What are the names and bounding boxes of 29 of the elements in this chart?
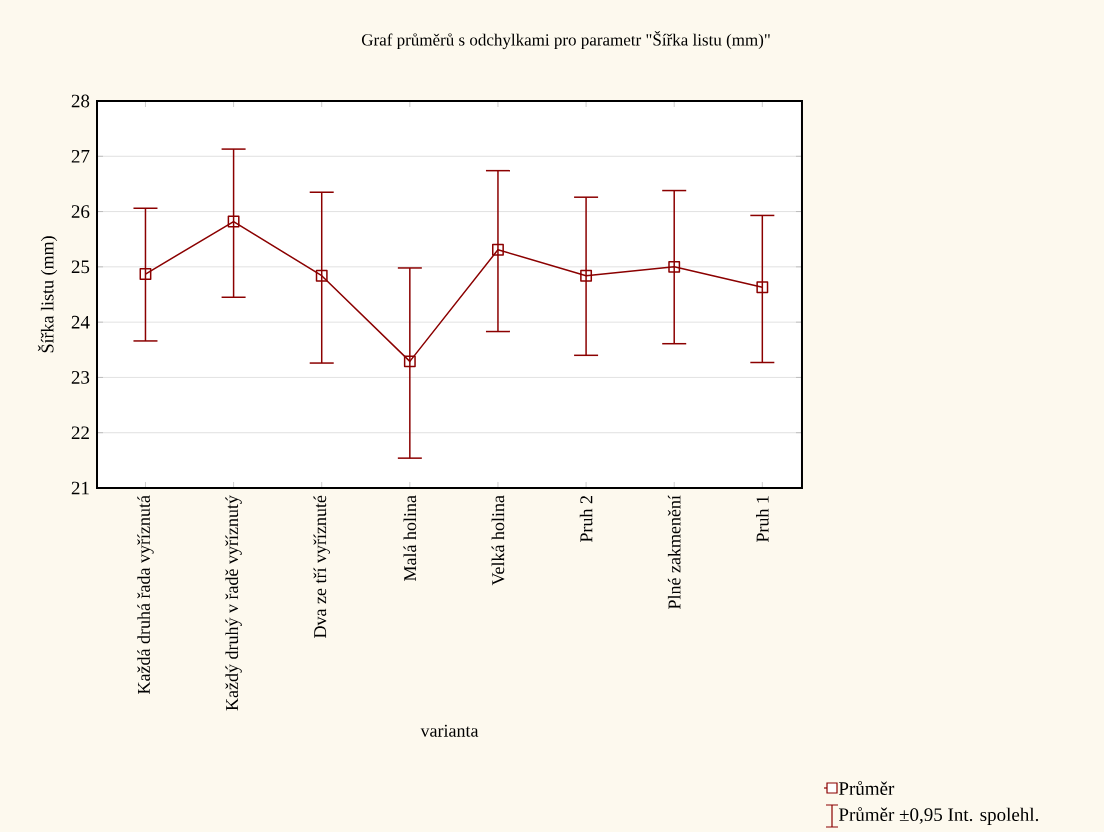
y-tick-label: 24 [71,315,90,329]
x-tick-label: Každý druhý v řadě vyříznutý [225,495,242,711]
x-tick-label: Každá druhá řada vyříznutá [137,495,154,694]
y-tick-label: 25 [71,260,90,274]
point [668,260,681,273]
y-axis-title: Šířka listu (mm) [37,236,58,353]
x-axis-title: varianta [420,724,479,737]
y-tick-label: 28 [71,94,90,108]
x-tick-label: Malá holina [403,495,417,582]
point [227,215,240,228]
point [492,243,504,256]
x-tick-label: Velká holina [491,495,505,586]
point [580,269,593,282]
y-tick-label: 23 [71,371,90,384]
text: Průměr ±0,95 Int. spolehl. [838,807,1039,825]
x-tick-label: Plné zakmenění [667,495,681,609]
x-tick-label: Dva ze tří vyříznuté [313,495,330,638]
x-tick-label: Pruh 2 [579,496,593,543]
point [315,269,328,282]
y-tick-label: 21 [71,481,89,495]
legend-label: Průměr [838,781,895,795]
chart-title: Graf průměrů s odchylkami pro parametr "Šířka listu (mm)" [361,30,770,50]
y-tick-label: 26 [71,205,90,218]
x-tick-label: Pruh 1 [756,496,769,543]
point [756,281,769,294]
y-tick-label: 27 [71,150,90,163]
y-tick-label: 22 [71,426,89,439]
point [403,355,416,368]
point [139,268,152,280]
